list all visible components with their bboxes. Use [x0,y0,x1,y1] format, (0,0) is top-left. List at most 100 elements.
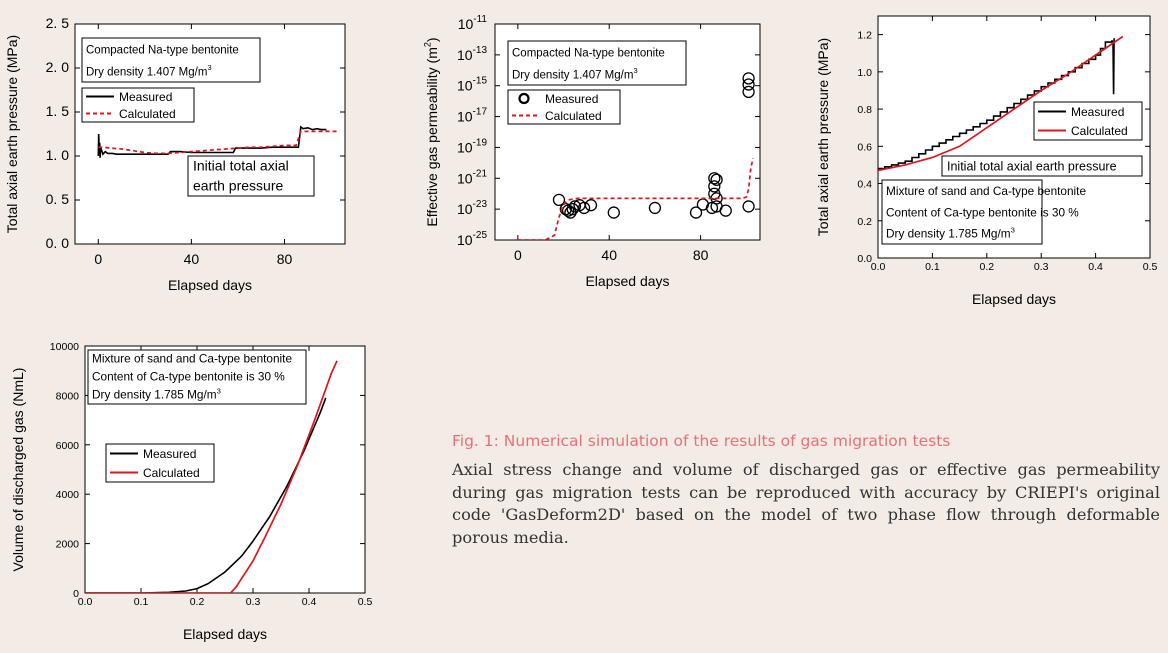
info-line: Content of Ca-type bentonite is 30 % [886,205,1079,219]
legend-box [1033,101,1143,141]
legend-label: Calculated [119,107,176,121]
data-point-measured [710,173,723,186]
series-line-calculated [878,35,1124,172]
x-tick-label: 0.2 [190,596,205,608]
data-point-measured [568,200,582,213]
legend-marker-measured [518,92,530,105]
info-box [881,179,1043,245]
x-tick-label: 0 [94,251,102,267]
y-tick-label: 10-25 [457,230,487,248]
data-point-measured [689,206,703,219]
figure-caption: Fig. 1: Numerical simulation of the resu… [452,432,1160,549]
y-tick-label: 10-13 [457,45,487,63]
data-point-measured [708,180,721,193]
data-point-measured [708,172,721,185]
info-line: Mixture of sand and Ca-type bentonite [92,352,292,366]
y-tick-label: 10-19 [457,137,487,155]
chart-gas-permeability: 10-25 10-23 10-21 10-19 10-17 10-15 10-13 10-11… [405,4,765,304]
annotation-box [941,155,1143,177]
x-tick-label: 0.3 [1034,261,1049,273]
info-line: Content of Ca-type bentonite is 30 % [92,370,285,384]
legend-label: Measured [545,92,598,106]
data-point-measured [577,201,591,215]
y-axis-label: Effective gas permeability (m2) [423,37,440,226]
chart-axial-pressure-na: 0. 0 0. 5 1. 0 1. 5 2. 0 2. 5 0 40 80 Elapsed day… [0,4,350,304]
x-tick-label: 0.0 [871,261,886,273]
series-line-measured [97,125,327,158]
y-tick-label: 1. 0 [46,147,70,163]
x-tick-label: 40 [184,251,200,267]
legend-box [81,87,195,123]
y-tick-label: 0 [73,588,79,600]
data-point-measured [607,206,620,219]
info-line: Mixture of sand and Ca-type bentonite [886,184,1086,198]
y-tick-label: 10-23 [457,199,487,217]
y-tick-label: 0.2 [857,216,872,228]
annotation-text: Initial total axial [193,157,289,173]
info-box [87,349,307,405]
chart-axial-pressure-ca: 0.0 0.2 0.4 0.6 0.8 1.0 1.2 0.0 0.1 0.2 0.3 0.4 0.5 E… [810,4,1160,307]
y-tick-label: 10-21 [457,168,487,186]
y-tick-label: 0. 5 [46,191,70,207]
y-tick-label: 6000 [56,440,80,452]
legend-label: Measured [119,90,172,104]
x-tick-label: 0.4 [1088,261,1103,273]
x-tick-label: 0.1 [134,596,149,608]
x-axis-label: Elapsed days [183,626,267,642]
x-tick-label: 0.5 [1143,261,1158,273]
data-point-measured [648,201,662,215]
data-point-measured [742,200,755,213]
legend-label: Calculated [143,466,200,480]
caption-title: Fig. 1: Numerical simulation of the resu… [452,432,951,450]
legend-label: Calculated [1071,124,1128,138]
caption-text: Axial stress change and volume of discha… [452,460,1160,547]
y-tick-label: 0.8 [857,104,872,116]
data-point-measured [719,204,732,217]
data-point-measured [564,206,577,219]
info-line: Dry density 1.407 Mg/m3 [512,66,638,81]
y-tick-label: 0.0 [857,253,872,265]
y-tick-label: 0.4 [857,179,872,191]
legend-label: Calculated [545,109,602,123]
info-line: Dry density 1.785 Mg/m3 [92,386,221,401]
annotation-text: earth pressure [193,177,283,193]
y-tick-label: 8000 [56,390,80,402]
info-line: Dry density 1.407 Mg/m3 [86,63,212,78]
y-tick-label: 4000 [56,489,80,501]
x-tick-label: 0 [514,247,522,263]
series-line-calculated [98,130,338,155]
x-tick-label: 80 [277,251,293,267]
y-tick-label: 2. 5 [46,15,70,31]
annotation-box [187,155,315,197]
x-axis-label: Elapsed days [585,273,669,289]
chart-svg-axial-pressure-na: 0. 0 0. 5 1. 0 1. 5 2. 0 2. 5 0 40 80 Elapsed day… [4,15,346,293]
legend-box [105,443,215,483]
x-tick-label: 40 [601,247,617,263]
chart-discharged-gas: 0 2000 4000 6000 8000 10000 0.0 0.1 0.2 0.3 0.4 0.5… [0,332,380,650]
y-tick-label: 10-15 [457,76,487,94]
data-point-measured [742,78,755,91]
info-line: Compacted Na-type bentonite [512,47,665,59]
annotation-text: Initial total axial earth pressure [947,159,1117,173]
info-box [507,40,687,86]
y-axis-label: Volume of discharged gas (NmL) [10,368,26,572]
chart-svg-gas-permeability: 10-25 10-23 10-21 10-19 10-17 10-15 10-13 10-11… [423,14,761,289]
y-tick-label: 1. 5 [46,103,70,119]
x-tick-label: 80 [693,247,709,263]
x-tick-label: 0.1 [925,261,940,273]
data-point-measured [708,187,721,200]
info-line: Compacted Na-type bentonite [86,44,239,56]
series-line-calculated [517,158,754,240]
data-point-measured [742,85,755,99]
x-tick-label: 0.2 [979,261,994,273]
data-point-measured [584,199,598,212]
x-axis-label: Elapsed days [168,277,252,293]
series-line-measured [878,38,1115,170]
x-tick-label: 0.3 [246,596,261,608]
y-tick-label: 1.2 [857,30,872,42]
y-tick-label: 2. 0 [46,59,70,75]
y-tick-label: 0.6 [857,141,872,153]
x-tick-label: 0.5 [358,596,373,608]
info-box [81,37,261,83]
y-tick-label: 1.0 [857,67,872,79]
